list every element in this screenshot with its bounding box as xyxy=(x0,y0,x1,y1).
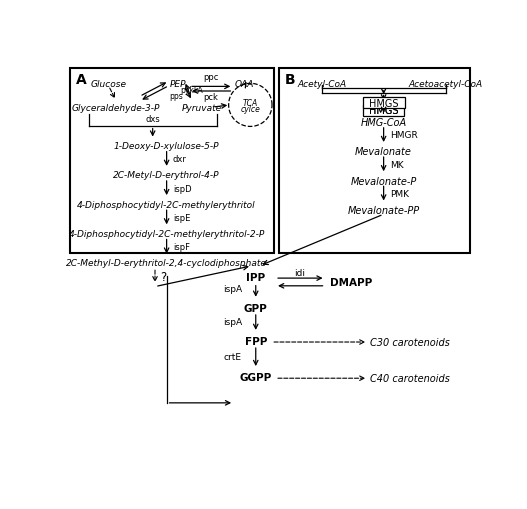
Text: ispE: ispE xyxy=(173,213,190,222)
Text: Mevalonate: Mevalonate xyxy=(355,147,412,157)
Text: ispA: ispA xyxy=(223,284,242,293)
Text: HMGS: HMGS xyxy=(369,98,398,108)
Text: crtE: crtE xyxy=(224,352,242,361)
Text: GGPP: GGPP xyxy=(240,372,272,382)
Text: 2C-Methyl-D-erythritol-2,4-cyclodiphosphate: 2C-Methyl-D-erythritol-2,4-cyclodiphosph… xyxy=(66,259,267,268)
Text: Pyruvate: Pyruvate xyxy=(181,103,221,112)
Text: ispD: ispD xyxy=(173,184,191,193)
Text: C40 carotenoids: C40 carotenoids xyxy=(370,374,451,383)
Text: GPP: GPP xyxy=(244,303,268,313)
Text: dxr: dxr xyxy=(173,155,187,164)
Text: cylce: cylce xyxy=(240,105,260,114)
Text: Acetoacetyl-CoA: Acetoacetyl-CoA xyxy=(408,80,483,89)
Bar xyxy=(279,69,471,253)
Text: pps: pps xyxy=(169,92,183,101)
Text: DMAPP: DMAPP xyxy=(330,277,373,288)
Bar xyxy=(363,98,405,109)
Text: HMGS: HMGS xyxy=(369,106,398,116)
Text: 2C-Metyl-D-erythrol-4-P: 2C-Metyl-D-erythrol-4-P xyxy=(113,171,220,180)
Text: HMG-CoA: HMG-CoA xyxy=(360,118,407,128)
Bar xyxy=(70,69,274,253)
Text: pck: pck xyxy=(203,93,218,102)
Text: OAA: OAA xyxy=(235,80,254,89)
Text: Mevalonate-P: Mevalonate-P xyxy=(350,176,417,186)
Bar xyxy=(364,106,404,117)
Text: ?: ? xyxy=(160,271,167,284)
Text: Acetyl-CoA: Acetyl-CoA xyxy=(297,80,346,89)
Text: PMK: PMK xyxy=(390,189,409,199)
Text: 4-Diphosphocytidyl-2C-methylerythritol-2-P: 4-Diphosphocytidyl-2C-methylerythritol-2… xyxy=(69,230,265,238)
Text: 4-Diphosphocytidyl-2C-methylerythritol: 4-Diphosphocytidyl-2C-methylerythritol xyxy=(77,200,256,209)
Text: idi: idi xyxy=(295,268,306,277)
Text: B: B xyxy=(285,73,296,87)
Text: Glucose: Glucose xyxy=(91,80,126,89)
Text: ispF: ispF xyxy=(173,243,190,251)
Text: Glyceraldehyde-3-P: Glyceraldehyde-3-P xyxy=(72,103,160,112)
Text: 1-Deoxy-D-xylulose-5-P: 1-Deoxy-D-xylulose-5-P xyxy=(114,142,219,151)
Text: Mevalonate-PP: Mevalonate-PP xyxy=(348,206,419,215)
Text: MK: MK xyxy=(390,160,404,169)
Text: PEP: PEP xyxy=(170,80,187,89)
Text: pykFA: pykFA xyxy=(181,86,203,95)
Text: C30 carotenoids: C30 carotenoids xyxy=(370,337,451,347)
Text: A: A xyxy=(76,73,87,87)
Text: dxs: dxs xyxy=(145,115,160,124)
Text: HMGR: HMGR xyxy=(390,131,417,140)
Text: FPP: FPP xyxy=(245,336,267,346)
Text: ppc: ppc xyxy=(203,73,219,82)
Text: IPP: IPP xyxy=(246,272,265,282)
Text: TCA: TCA xyxy=(243,99,258,108)
Text: HMGS: HMGS xyxy=(369,106,398,116)
Text: ispA: ispA xyxy=(223,318,242,327)
